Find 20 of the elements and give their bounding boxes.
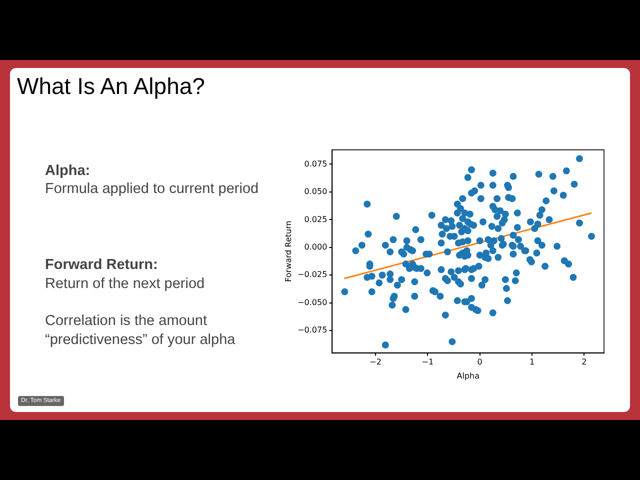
x-tick-label: −2 [370, 358, 382, 367]
text: Forward Return: [45, 256, 159, 275]
x-axis-title: Alpha [456, 371, 480, 380]
text: Correlation is the amount “predictiveness” of your alpha [45, 312, 236, 350]
text: What Is An Alpha? [17, 73, 205, 100]
y-tick-label: −0.050 [298, 298, 328, 307]
y-tick-label: 0.000 [304, 242, 328, 252]
y-tick-label: −0.025 [298, 270, 328, 280]
text: Alpha: [45, 162, 92, 181]
y-tick-label: −0.075 [298, 326, 328, 335]
x-tick-label: 1 [529, 358, 535, 367]
x-tick-label: 2 [582, 358, 587, 367]
y-tick-label: 0.075 [304, 159, 328, 168]
x-tick-label: 0 [477, 358, 482, 367]
x-tick-label: −1 [422, 358, 434, 367]
y-tick-label: 0.050 [304, 187, 328, 196]
text: Formula applied to current period [45, 180, 260, 199]
y-tick-label: 0.025 [304, 214, 328, 224]
y-axis-title: Forward Return [284, 220, 293, 282]
text: Return of the next period [45, 275, 206, 294]
